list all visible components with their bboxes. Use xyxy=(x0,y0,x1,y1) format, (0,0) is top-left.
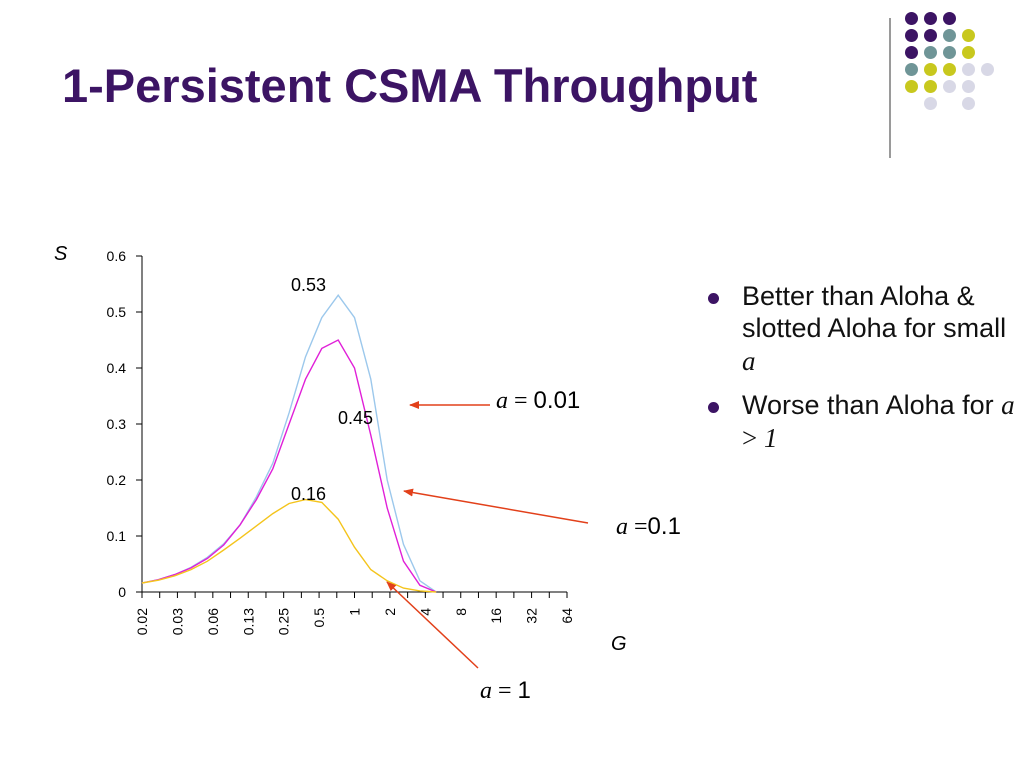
x-tick-label: 0.25 xyxy=(276,608,292,635)
decorative-dot xyxy=(924,97,937,110)
decorative-dot-grid xyxy=(905,12,1015,142)
annotation-value: 0.01 xyxy=(534,387,581,414)
x-tick-label: 0.06 xyxy=(205,608,221,635)
annotation-equals: = xyxy=(492,678,518,704)
x-tick-label: 32 xyxy=(524,608,540,624)
decorative-dot xyxy=(962,29,975,42)
decorative-dot xyxy=(962,46,975,59)
decorative-dot xyxy=(905,63,918,76)
decorative-dot xyxy=(962,97,975,110)
y-tick-label: 0 xyxy=(118,584,126,600)
y-tick-label: 0.1 xyxy=(107,528,127,544)
x-tick-label: 0.02 xyxy=(134,608,150,635)
title-divider xyxy=(889,18,891,158)
decorative-dot xyxy=(943,12,956,25)
decorative-dot xyxy=(943,63,956,76)
x-tick-label: 0.5 xyxy=(311,608,327,628)
x-tick-label: 16 xyxy=(488,608,504,624)
decorative-dot xyxy=(924,12,937,25)
x-axis-label: G xyxy=(611,633,627,655)
decorative-dot xyxy=(905,29,918,42)
decorative-dot xyxy=(943,80,956,93)
annotation-symbol: a xyxy=(616,514,628,540)
annotation-equals: = xyxy=(508,388,534,414)
bullet-item: Better than Aloha & slotted Aloha for sm… xyxy=(706,280,1016,377)
annotation-equals: = xyxy=(628,514,648,540)
bullet-op: > xyxy=(742,422,764,453)
y-tick-label: 0.2 xyxy=(107,472,127,488)
decorative-dot xyxy=(962,63,975,76)
x-tick-label: 0.03 xyxy=(169,608,185,635)
slide-title: 1-Persistent CSMA Throughput xyxy=(62,59,758,112)
y-tick-label: 0.6 xyxy=(107,248,127,264)
bullet-text: Worse than Aloha for xyxy=(742,390,1002,421)
bullet-math: a xyxy=(742,345,756,376)
annotation-arrow xyxy=(403,488,589,524)
annotation-symbol: a xyxy=(480,678,492,704)
annotation-label: a = 0.01 xyxy=(496,387,580,414)
x-tick-label: 64 xyxy=(559,608,575,624)
decorative-dot xyxy=(943,46,956,59)
y-axis-label: S xyxy=(54,243,68,265)
decorative-dot xyxy=(924,46,937,59)
annotation-value: 0.1 xyxy=(648,513,681,540)
bullet-math: 1 xyxy=(763,422,778,453)
x-tick-label: 1 xyxy=(347,608,363,616)
x-tick-label: 4 xyxy=(417,608,433,616)
bullet-dot xyxy=(708,402,719,414)
annotation-label: a = 1 xyxy=(480,677,531,704)
y-tick-label: 0.4 xyxy=(107,360,127,376)
decorative-dot xyxy=(905,46,918,59)
peak-label: 0.16 xyxy=(291,484,326,504)
bullet-list: Better than Aloha & slotted Aloha for sm… xyxy=(706,280,1016,466)
x-tick-label: 0.13 xyxy=(240,608,256,635)
bullet-math: a xyxy=(1001,390,1015,421)
annotation-value: 1 xyxy=(518,677,531,704)
x-tick-label: 8 xyxy=(453,608,469,616)
annotation-label: a =0.1 xyxy=(616,513,681,540)
bullet-item: Worse than Aloha for a > 1 xyxy=(706,389,1016,454)
peak-label: 0.53 xyxy=(291,275,326,295)
peak-label: 0.45 xyxy=(338,408,373,428)
annotation-arrow xyxy=(386,581,479,669)
y-tick-label: 0.5 xyxy=(107,304,127,320)
decorative-dot xyxy=(943,29,956,42)
x-tick-label: 2 xyxy=(382,608,398,616)
decorative-dot xyxy=(962,80,975,93)
decorative-dot xyxy=(924,29,937,42)
decorative-dot xyxy=(905,80,918,93)
decorative-dot xyxy=(981,63,994,76)
series-line-0 xyxy=(141,294,437,593)
y-tick-label: 0.3 xyxy=(107,416,127,432)
series-line-1 xyxy=(141,339,437,593)
annotation-symbol: a xyxy=(496,388,508,414)
decorative-dot xyxy=(924,80,937,93)
decorative-dot xyxy=(924,63,937,76)
bullet-text: Better than Aloha & slotted Aloha for sm… xyxy=(742,281,1007,344)
decorative-dot xyxy=(905,12,918,25)
bullet-dot xyxy=(708,293,719,304)
series-line-2 xyxy=(141,498,437,593)
